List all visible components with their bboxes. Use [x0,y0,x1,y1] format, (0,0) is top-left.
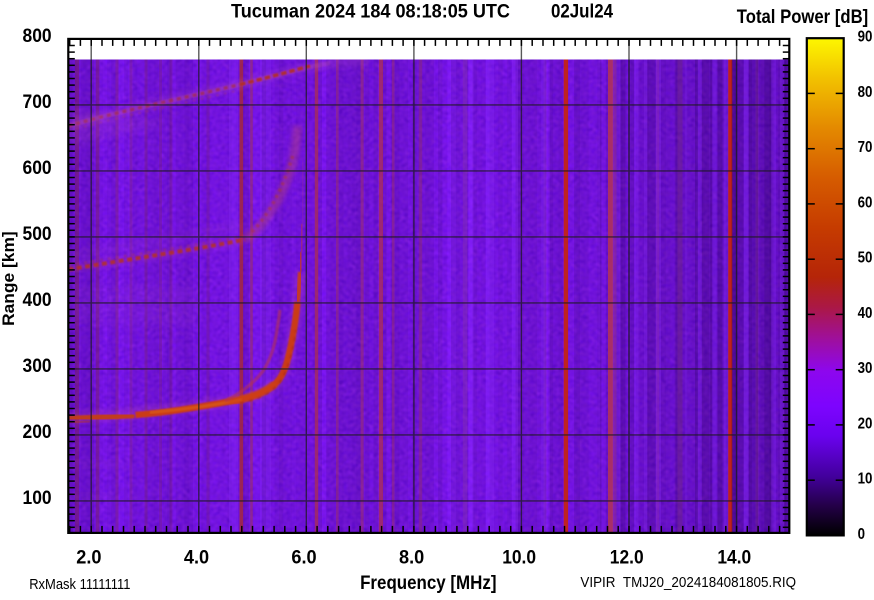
svg-text:300: 300 [23,355,52,377]
svg-text:60: 60 [858,194,873,211]
svg-text:400: 400 [23,289,52,311]
svg-text:8.0: 8.0 [399,546,424,568]
svg-text:70: 70 [858,139,873,156]
svg-text:Frequency [MHz]: Frequency [MHz] [360,573,496,594]
svg-text:Tucuman 2024 184 08:18:05 UTC: Tucuman 2024 184 08:18:05 UTC [231,1,510,23]
svg-text:02Jul24: 02Jul24 [551,1,613,23]
svg-text:14.0: 14.0 [717,546,751,568]
svg-text:12.0: 12.0 [610,546,644,568]
svg-text:10: 10 [858,471,873,488]
svg-text:20: 20 [858,415,873,432]
svg-text:Total Power [dB]: Total Power [dB] [737,6,868,28]
svg-text:VIPIR TMJ20_2024184081805.RIQ: VIPIR TMJ20_2024184081805.RIQ [580,575,796,591]
svg-text:RxMask 11111111: RxMask 11111111 [29,576,130,593]
svg-text:600: 600 [23,157,52,179]
svg-text:2.0: 2.0 [76,546,101,568]
svg-text:50: 50 [858,250,873,267]
svg-text:80: 80 [858,84,873,101]
svg-text:4.0: 4.0 [184,546,209,568]
svg-text:90: 90 [858,29,873,46]
svg-text:Range [km]: Range [km] [0,231,18,326]
svg-text:700: 700 [23,91,52,113]
svg-text:30: 30 [858,360,873,377]
svg-text:10.0: 10.0 [502,546,536,568]
svg-text:800: 800 [23,25,52,47]
svg-text:40: 40 [858,305,873,322]
svg-text:200: 200 [23,421,52,443]
svg-text:100: 100 [23,487,52,509]
svg-text:6.0: 6.0 [291,546,316,568]
svg-text:0: 0 [858,526,865,543]
svg-text:500: 500 [23,223,52,245]
